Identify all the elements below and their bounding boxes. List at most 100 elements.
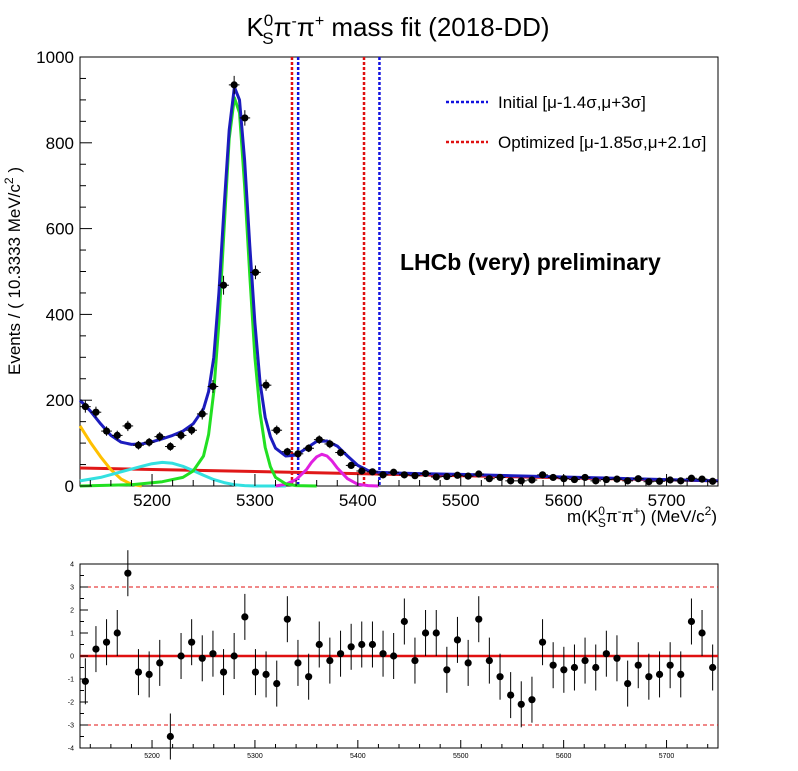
pull-point — [209, 630, 217, 677]
pull-point — [687, 598, 696, 645]
pull-point — [283, 596, 291, 643]
pull-marker — [634, 661, 642, 669]
pull-point — [655, 651, 664, 698]
data-point — [271, 425, 283, 435]
pull-point — [432, 610, 440, 656]
pull-marker — [475, 615, 483, 623]
marker — [92, 408, 100, 416]
y-tick-label: 200 — [46, 391, 74, 410]
pull-marker — [485, 657, 493, 665]
data-point — [686, 474, 697, 482]
pull-marker — [336, 650, 345, 658]
pull-point — [507, 672, 515, 719]
data-point — [101, 426, 112, 436]
pull-point — [475, 596, 483, 643]
pull-point — [145, 651, 153, 698]
pull-marker — [326, 657, 334, 665]
marker — [219, 281, 228, 289]
pull-marker — [421, 629, 430, 637]
pull-marker — [655, 670, 664, 679]
x-tick-label: 5200 — [133, 491, 171, 510]
data-point — [590, 477, 602, 485]
pull-marker — [251, 668, 260, 676]
marker — [432, 473, 440, 481]
pull-marker — [560, 666, 568, 674]
pull-point — [177, 633, 185, 679]
data-point — [80, 400, 91, 413]
marker — [613, 475, 621, 483]
pull-marker — [156, 659, 164, 667]
data-point — [441, 472, 453, 481]
marker — [283, 448, 291, 456]
data-point — [356, 467, 368, 475]
marker — [262, 381, 270, 389]
data-point — [228, 75, 240, 94]
data-point — [505, 477, 516, 485]
pull-marker — [390, 652, 398, 660]
data-point — [643, 478, 655, 486]
pull-point — [336, 630, 345, 677]
pull-point — [538, 619, 547, 666]
pull-x-tick-label: 5400 — [350, 753, 366, 760]
pull-marker — [315, 640, 323, 649]
pull-marker — [677, 670, 685, 679]
pull-marker — [347, 643, 355, 651]
pull-point — [358, 621, 366, 668]
pull-marker — [379, 650, 387, 658]
data-point — [260, 379, 272, 391]
y-tick-label: 600 — [46, 220, 74, 239]
marker — [134, 441, 143, 449]
data-point — [143, 437, 155, 447]
pull-point — [666, 642, 674, 689]
data-point — [282, 447, 293, 456]
pull-marker — [517, 700, 525, 708]
pull-marker — [241, 613, 249, 621]
pull-point — [411, 637, 419, 684]
pull-point — [241, 593, 249, 640]
pull-x-tick-label: 5200 — [144, 753, 160, 760]
pull-marker — [102, 638, 111, 646]
pull-marker — [549, 661, 557, 669]
marker — [581, 473, 589, 482]
pull-marker — [411, 657, 419, 665]
pull-point — [305, 653, 313, 700]
pull-marker — [464, 659, 472, 667]
pull-y-tick-label: 4 — [70, 562, 74, 569]
pull-point — [219, 649, 228, 696]
pull-point — [230, 633, 238, 679]
marker — [496, 473, 504, 482]
fit-panel: 5200 5300 5400 5500 5600 5700 0 200 400 600 800 10… — [36, 48, 719, 510]
pull-point — [198, 635, 206, 682]
marker — [645, 478, 653, 486]
data-point — [218, 275, 229, 295]
data-point — [377, 471, 389, 479]
data-point — [122, 420, 134, 432]
pull-marker — [538, 638, 547, 646]
marker — [655, 477, 664, 485]
pull-panel: 5200 5300 5400 5500 5600 5700 -4 -3 -2 -1 0 1 2 3 4 — [68, 550, 719, 760]
pull-marker — [209, 650, 217, 658]
data-point — [420, 469, 431, 478]
marker — [315, 436, 323, 444]
marker — [453, 471, 462, 479]
marker — [666, 476, 674, 484]
marker — [81, 403, 89, 411]
data-point — [207, 380, 219, 393]
data-point — [569, 475, 580, 484]
pull-y-tick-label: -1 — [68, 677, 74, 684]
curve-total — [78, 85, 719, 483]
data-point — [335, 448, 346, 457]
data-point — [547, 473, 559, 482]
curve-bs — [275, 452, 379, 488]
pull-point — [294, 639, 302, 686]
pull-marker — [219, 668, 228, 676]
marker — [485, 475, 493, 483]
marker — [124, 422, 132, 430]
data-point — [250, 265, 261, 280]
marker — [592, 477, 600, 485]
pull-point — [496, 653, 504, 700]
pull-marker — [262, 670, 270, 679]
pull-marker — [592, 663, 600, 672]
pull-point — [453, 616, 462, 663]
marker — [166, 442, 174, 451]
